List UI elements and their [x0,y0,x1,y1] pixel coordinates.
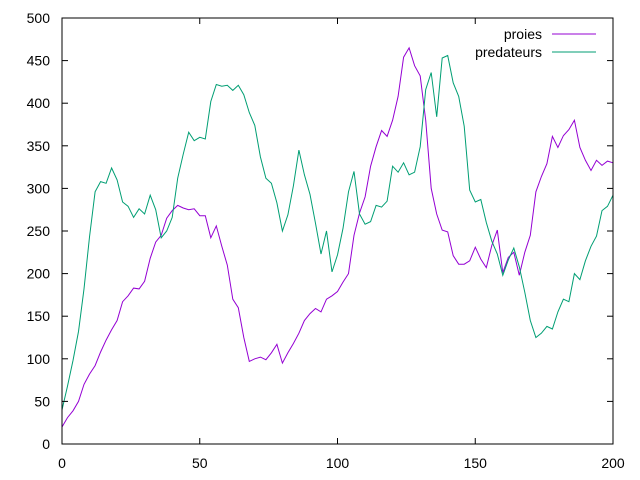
x-tick-label: 200 [601,455,625,471]
legend-label-predateurs: predateurs [475,44,542,60]
y-tick-label: 300 [27,180,51,196]
y-tick-label: 150 [27,308,51,324]
y-tick-label: 350 [27,138,51,154]
y-tick-label: 100 [27,351,51,367]
y-tick-label: 500 [27,10,51,26]
x-tick-label: 100 [326,455,350,471]
legend-label-proies: proies [504,26,542,42]
y-tick-label: 0 [42,436,50,452]
x-tick-label: 50 [192,455,208,471]
series-layer [61,46,614,428]
legend: proies predateurs [475,26,596,60]
x-tick-label: 150 [464,455,488,471]
y-tick-label: 250 [27,223,51,239]
y-tick-label: 50 [34,393,50,409]
axis-ticks: 0 50 100 150 200 0 50 100 150 200 250 300 350 400 450 5… [27,10,625,471]
x-tick-label: 0 [58,455,66,471]
y-tick-label: 400 [27,95,51,111]
y-tick-label: 450 [27,53,51,69]
series-line-proies [61,46,614,428]
y-tick-label: 200 [27,266,51,282]
series-line-predateurs [61,54,614,411]
